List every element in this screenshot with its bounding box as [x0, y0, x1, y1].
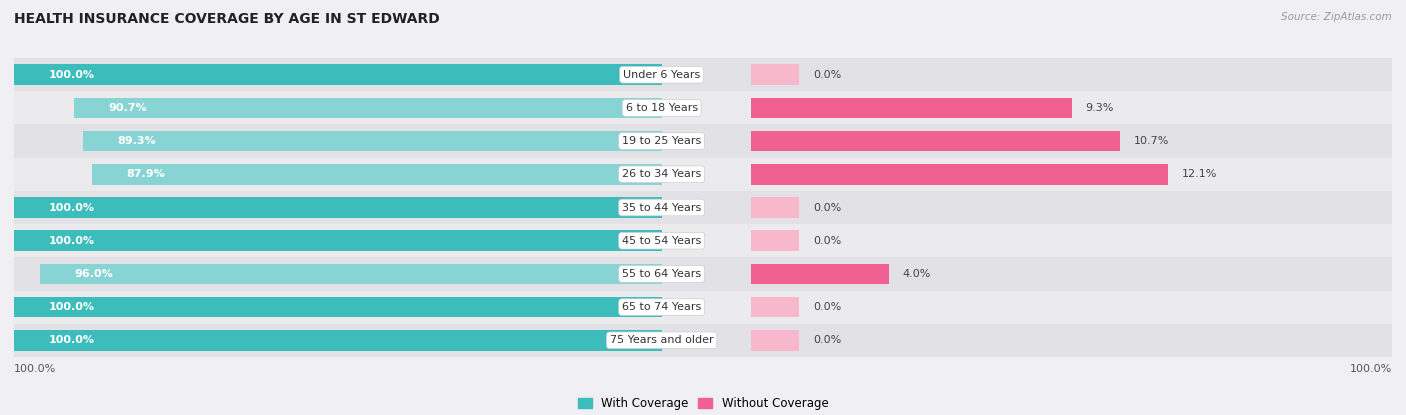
Text: 0.0%: 0.0%: [813, 302, 841, 312]
Bar: [14, 290, 1392, 324]
Text: 100.0%: 100.0%: [14, 364, 56, 374]
Bar: [75, 98, 662, 118]
Bar: [14, 230, 662, 251]
Bar: [39, 264, 662, 284]
Text: Source: ZipAtlas.com: Source: ZipAtlas.com: [1281, 12, 1392, 22]
Bar: [14, 158, 1392, 191]
Bar: [751, 64, 800, 85]
Text: 100.0%: 100.0%: [48, 335, 94, 345]
Text: HEALTH INSURANCE COVERAGE BY AGE IN ST EDWARD: HEALTH INSURANCE COVERAGE BY AGE IN ST E…: [14, 12, 440, 27]
Text: 65 to 74 Years: 65 to 74 Years: [621, 302, 702, 312]
Bar: [751, 98, 1071, 118]
Bar: [751, 131, 1119, 151]
Text: 100.0%: 100.0%: [48, 302, 94, 312]
Bar: [751, 297, 800, 317]
Text: 100.0%: 100.0%: [48, 70, 94, 80]
Bar: [14, 197, 662, 218]
Bar: [751, 230, 800, 251]
Bar: [83, 131, 662, 151]
Text: 75 Years and older: 75 Years and older: [610, 335, 713, 345]
Text: 0.0%: 0.0%: [813, 236, 841, 246]
Text: 6 to 18 Years: 6 to 18 Years: [626, 103, 697, 113]
Bar: [14, 124, 1392, 158]
Text: Under 6 Years: Under 6 Years: [623, 70, 700, 80]
Bar: [14, 324, 1392, 357]
Legend: With Coverage, Without Coverage: With Coverage, Without Coverage: [578, 397, 828, 410]
Text: 89.3%: 89.3%: [118, 136, 156, 146]
Bar: [14, 64, 662, 85]
Bar: [751, 197, 800, 218]
Text: 87.9%: 87.9%: [127, 169, 166, 179]
Text: 0.0%: 0.0%: [813, 203, 841, 212]
Bar: [14, 58, 1392, 91]
Text: 55 to 64 Years: 55 to 64 Years: [621, 269, 702, 279]
Bar: [93, 164, 662, 185]
Bar: [751, 164, 1168, 185]
Text: 100.0%: 100.0%: [48, 236, 94, 246]
Bar: [14, 224, 1392, 257]
Bar: [14, 191, 1392, 224]
Text: 10.7%: 10.7%: [1133, 136, 1168, 146]
Text: 90.7%: 90.7%: [108, 103, 148, 113]
Bar: [751, 264, 889, 284]
Bar: [14, 297, 662, 317]
Bar: [14, 91, 1392, 124]
Text: 35 to 44 Years: 35 to 44 Years: [621, 203, 702, 212]
Text: 12.1%: 12.1%: [1182, 169, 1218, 179]
Text: 100.0%: 100.0%: [1350, 364, 1392, 374]
Text: 45 to 54 Years: 45 to 54 Years: [621, 236, 702, 246]
Text: 0.0%: 0.0%: [813, 70, 841, 80]
Text: 100.0%: 100.0%: [48, 203, 94, 212]
Text: 19 to 25 Years: 19 to 25 Years: [621, 136, 702, 146]
Text: 96.0%: 96.0%: [75, 269, 112, 279]
Bar: [14, 330, 662, 351]
Text: 9.3%: 9.3%: [1085, 103, 1114, 113]
Bar: [14, 257, 1392, 290]
Text: 4.0%: 4.0%: [903, 269, 931, 279]
Text: 26 to 34 Years: 26 to 34 Years: [621, 169, 702, 179]
Bar: [751, 330, 800, 351]
Text: 0.0%: 0.0%: [813, 335, 841, 345]
